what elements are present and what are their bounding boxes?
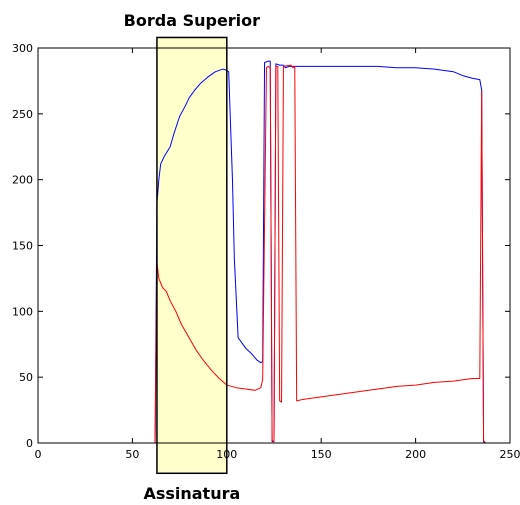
y-tick-label: 200 <box>12 174 33 187</box>
x-tick-label: 200 <box>405 448 426 461</box>
x-tick-label: 250 <box>500 448 520 461</box>
tick-layer: 0 50 100 150 200 250 0 50 100 150 200 250 300 <box>12 42 520 461</box>
annotation-bottom: Assinatura <box>143 484 240 503</box>
x-tick-label: 0 <box>35 448 42 461</box>
y-tick-label: 100 <box>12 305 33 318</box>
y-tick-label: 0 <box>26 437 33 450</box>
highlight-layer <box>156 37 227 474</box>
series-layer <box>38 60 486 444</box>
annotation-layer: Borda Superior Assinatura <box>124 11 260 503</box>
annotation-top: Borda Superior <box>124 11 260 30</box>
y-tick-label: 300 <box>12 42 33 55</box>
series-line-2 <box>38 64 486 444</box>
x-tick-label: 50 <box>125 448 139 461</box>
highlight-box-outline <box>156 36 228 475</box>
series-line-1 <box>38 60 486 444</box>
y-tick-label: 50 <box>19 371 33 384</box>
x-tick-label: 150 <box>311 448 332 461</box>
y-tick-label: 150 <box>12 240 33 253</box>
y-tick-label: 250 <box>12 108 33 121</box>
highlight-box <box>156 37 227 474</box>
x-tick-label: 100 <box>216 448 237 461</box>
